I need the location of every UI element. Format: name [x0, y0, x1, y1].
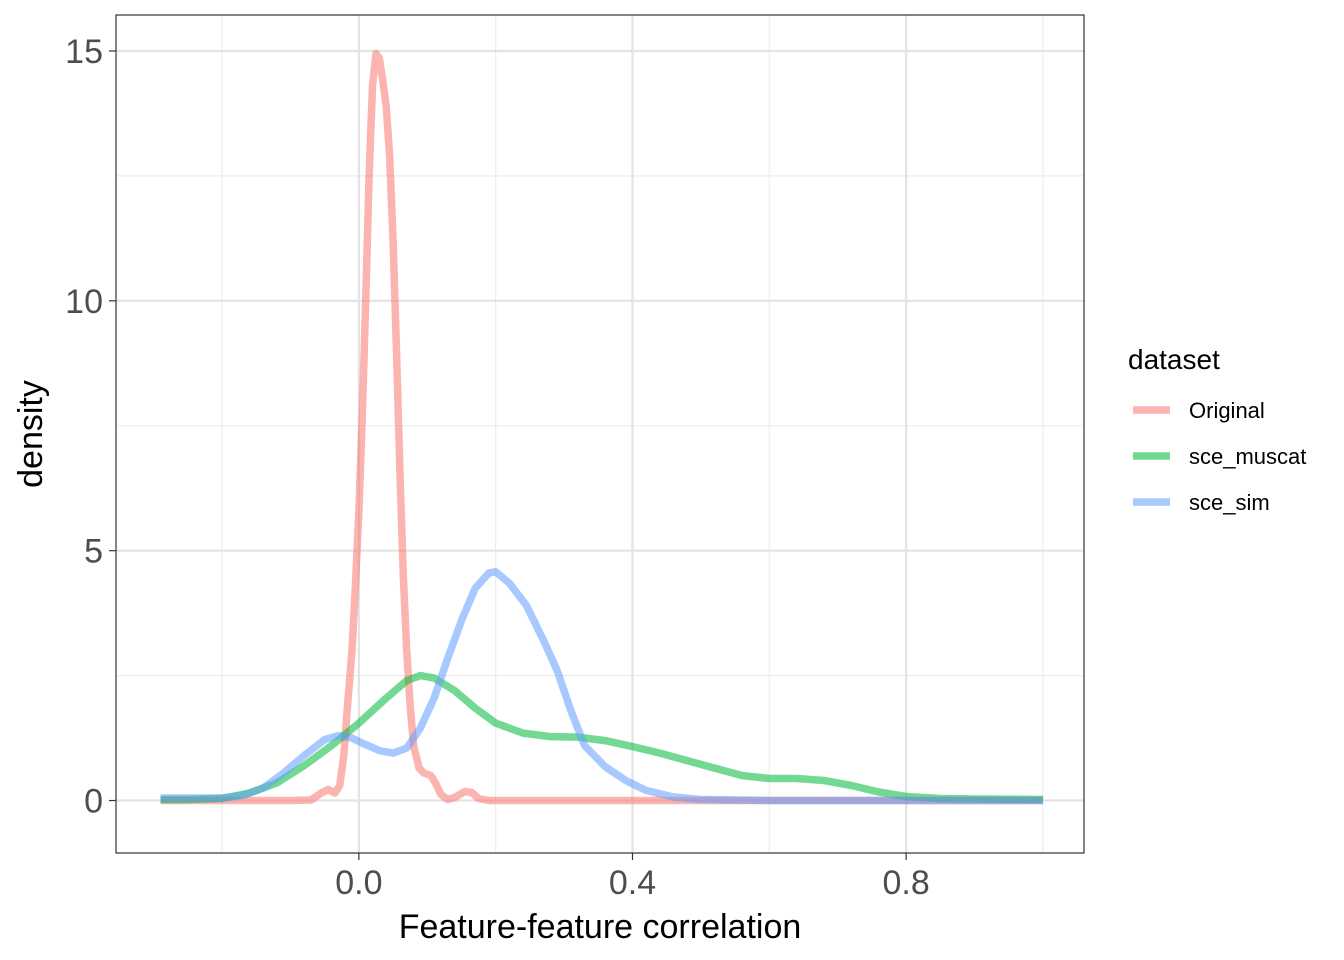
y-axis-title: density	[12, 380, 50, 488]
series-line-sce-sim	[160, 567, 1043, 805]
y-axis: 0 5 10 15	[65, 33, 116, 821]
legend: dataset Original sce_muscat sce_sim	[1128, 344, 1306, 515]
x-tick-label: 0.8	[883, 864, 930, 902]
plot-panel-border	[115, 14, 1085, 854]
series-lines	[160, 49, 1044, 805]
minor-gridlines	[116, 15, 1084, 853]
y-tick-label: 15	[65, 33, 103, 71]
legend-label: sce_sim	[1189, 490, 1270, 515]
y-tick-label: 10	[65, 283, 103, 321]
legend-label: Original	[1189, 398, 1265, 423]
x-axis-title: Feature-feature correlation	[399, 908, 802, 946]
x-tick-label: 0.0	[335, 864, 382, 902]
y-tick-label: 5	[84, 533, 103, 571]
legend-label: sce_muscat	[1189, 444, 1306, 469]
y-tick-label: 0	[84, 783, 103, 821]
series-line-sce-muscat	[160, 671, 1044, 804]
series-line-original	[160, 49, 1043, 805]
x-tick-label: 0.4	[609, 864, 656, 902]
legend-title: dataset	[1128, 344, 1220, 375]
major-gridlines	[116, 15, 1084, 853]
x-axis: 0.0 0.4 0.8	[335, 853, 930, 902]
